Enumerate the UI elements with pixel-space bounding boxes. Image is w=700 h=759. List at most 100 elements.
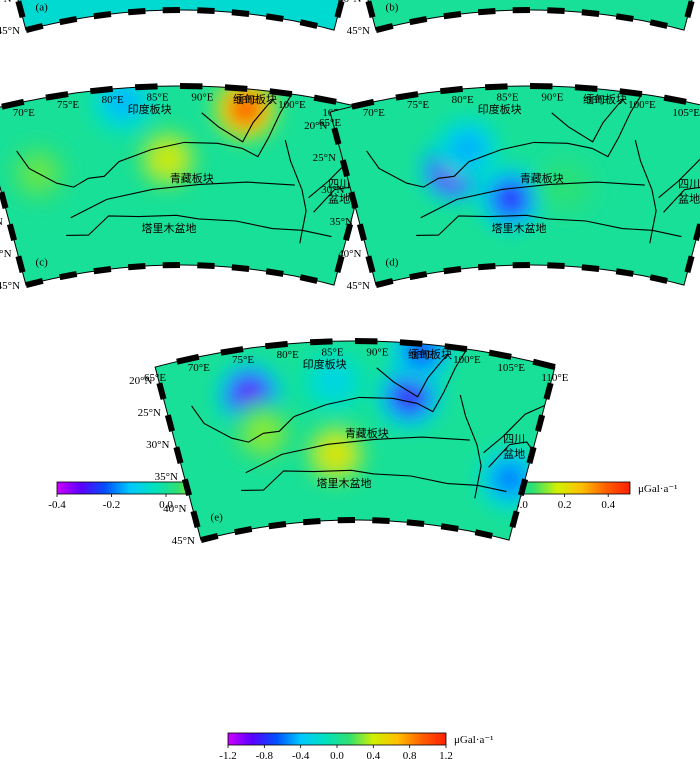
colorbar-tick-label: 1.2 [439, 750, 453, 759]
frame-segment [181, 478, 192, 497]
colorbar-tick-label: 0.0 [159, 499, 173, 511]
latitude-tick-label: 30°N [321, 184, 344, 196]
region-label-india: 印度板块 [303, 357, 347, 371]
colorbar-tick-label: 0.2 [558, 499, 572, 511]
region-label-india: 印度板块 [128, 102, 172, 116]
latitude-tick-label: 45°N [172, 535, 195, 547]
longitude-tick-label: 65°E [319, 117, 341, 129]
plate-boundary [245, 436, 470, 474]
frame-segment [547, 262, 565, 269]
plate-boundary [284, 139, 307, 244]
map-panel: 65°E70°E75°E80°E85°E90°E95°E100°E105°E11… [0, 83, 394, 292]
frame-segment [164, 414, 175, 432]
colorbar-unit: μGal·a⁻¹ [638, 483, 677, 495]
longitude-tick-label: 90°E [541, 91, 563, 103]
frame-segment [443, 266, 462, 275]
frame-segment [547, 7, 565, 14]
latitude-tick-label: 20°N [304, 120, 327, 132]
plate-boundary [66, 214, 332, 238]
longitude-tick-label: 110°E [541, 372, 568, 384]
frame-segment [351, 98, 375, 110]
longitude-tick-label: 65°E [144, 372, 166, 384]
latitude-tick-label: 20°N [129, 375, 152, 387]
latitude-tick-label: 35°N [330, 216, 353, 228]
longitude-tick-label: 75°E [57, 99, 79, 111]
frame-segment [375, 277, 394, 289]
frame-segment [619, 88, 643, 98]
anomaly-blob [322, 440, 349, 467]
colorbar-tick-label: -0.8 [256, 750, 274, 759]
colorbar-tick-label: -1.2 [219, 750, 236, 759]
frame-segment [1, 98, 25, 110]
frame-segment [484, 83, 508, 91]
latitude-tick-label: 25°N [313, 152, 336, 164]
frame-segment [231, 9, 250, 17]
region-label-tibet: 青藏板块 [170, 171, 214, 185]
gravity-field [0, 0, 380, 31]
plate-boundary [459, 394, 482, 499]
colorbar-tick-label: 0.4 [601, 499, 615, 511]
frame-segment [615, 13, 634, 22]
frame-segment [535, 414, 546, 432]
frame-segment [302, 518, 321, 526]
colorbar-tick-label: -0.4 [292, 750, 310, 759]
frame-segment [127, 8, 146, 16]
longitude-tick-label: 70°E [188, 362, 210, 374]
longitude-tick-label: 100°E [278, 99, 306, 111]
frame-segment [440, 85, 463, 95]
plate-boundary [634, 139, 657, 244]
latitude-tick-label: 40°N [0, 0, 12, 5]
frame-segment [365, 255, 376, 274]
map-panel: 65°E70°E75°E80°E85°E90°E95°E100°E105°E11… [330, 0, 700, 37]
frame-segment [190, 510, 201, 529]
frame-segment [59, 271, 78, 281]
map-panel: 65°E70°E75°E80°E85°E90°E95°E100°E105°E11… [304, 83, 700, 292]
frame-segment [6, 223, 17, 242]
colorbar-ramp [227, 732, 447, 746]
longitude-tick-label: 105°E [672, 107, 700, 119]
region-label-tarim: 塔里木盆地 [492, 221, 547, 235]
anomaly-blob [497, 185, 524, 212]
plate-boundary [420, 181, 645, 219]
plate-boundary [16, 93, 293, 188]
frame-segment [220, 346, 244, 356]
field-background [0, 0, 380, 31]
latitude-tick-label: 40°N [338, 248, 361, 260]
frame-segment [15, 255, 26, 274]
plate-boundary [241, 469, 507, 493]
colorbar-tick-label: -0.4 [48, 499, 66, 511]
region-label-india: 印度板块 [478, 102, 522, 116]
gravity-field [155, 341, 555, 541]
frame-segment [409, 271, 428, 281]
frame-segment [574, 84, 598, 92]
plate-boundary [551, 97, 624, 143]
plate-boundary [483, 404, 545, 454]
frame-segment [477, 8, 496, 16]
frame-segment [299, 274, 318, 284]
frame-segment [265, 268, 284, 277]
frame-segment [269, 88, 293, 98]
latitude-tick-label: 35°N [155, 471, 178, 483]
frame-segment [127, 263, 146, 271]
frame-segment [518, 478, 529, 497]
region-label-tibet: 青藏板块 [520, 171, 564, 185]
region-label-sichuan: 四川 [503, 432, 525, 445]
frame-segment [532, 358, 556, 371]
frame-segment [693, 223, 700, 242]
anomaly-blob [454, 135, 481, 162]
longitude-tick-label: 70°E [13, 107, 35, 119]
plate-boundary [416, 214, 682, 238]
longitude-tick-label: 90°E [366, 346, 388, 358]
frame-segment [334, 255, 345, 274]
longitude-tick-label: 80°E [277, 349, 299, 361]
plate-boundary [488, 441, 534, 468]
frame-segment [477, 263, 496, 271]
latitude-tick-label: 40°N [163, 503, 186, 515]
panel-label: (d) [386, 257, 399, 269]
latitude-tick-label: 45°N [347, 25, 370, 37]
frame-segment [90, 85, 113, 95]
plate-boundary [663, 186, 700, 213]
